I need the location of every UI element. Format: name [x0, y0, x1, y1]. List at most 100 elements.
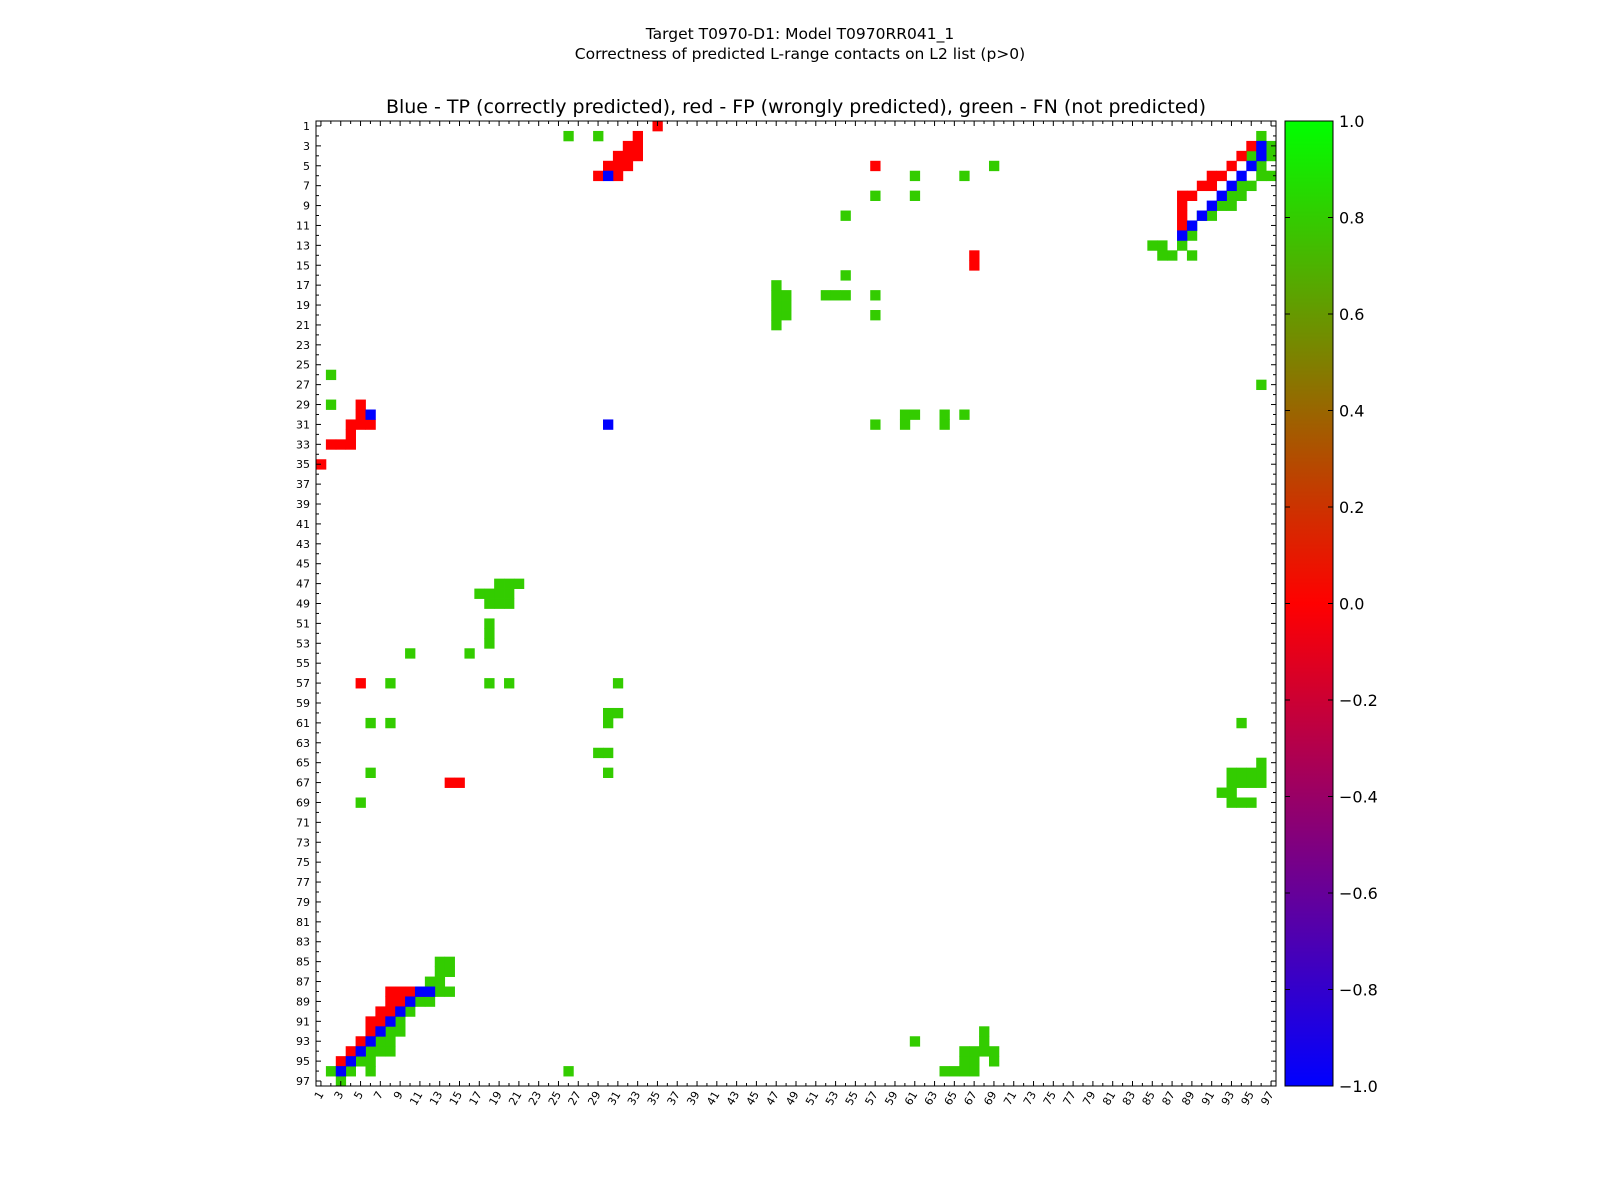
contact-cell-fn: [870, 310, 881, 321]
x-tick-label: 35: [645, 1089, 663, 1108]
x-tick-label: 69: [981, 1089, 999, 1108]
x-tick-label: 13: [427, 1089, 445, 1108]
contact-cell-fp: [355, 399, 366, 410]
y-tick-label: 31: [296, 418, 310, 431]
contact-cell-tp: [603, 419, 614, 430]
contact-cell-fn: [870, 419, 881, 430]
y-tick-label: 47: [296, 578, 310, 591]
y-tick-label: 87: [296, 976, 310, 989]
contact-cell-tp: [355, 1046, 366, 1057]
x-tick-label: 65: [942, 1089, 960, 1108]
y-tick-label: 55: [296, 657, 310, 670]
contact-cell-fn: [1256, 160, 1267, 172]
x-tick-label: 59: [882, 1089, 900, 1108]
contact-cell-fn: [959, 1046, 970, 1057]
contact-cell-fn: [1147, 240, 1158, 251]
contact-cell-fn: [939, 409, 950, 420]
contact-cell-fn: [870, 190, 881, 201]
contact-cell-fp: [395, 986, 406, 997]
contact-cell-fn: [909, 170, 921, 182]
x-tick-label: 63: [922, 1089, 940, 1108]
contact-cell-fn: [909, 1036, 921, 1047]
colorbar-tick-label: 1.0: [1339, 112, 1364, 131]
y-tick-label: 21: [296, 319, 310, 332]
y-tick-label: 29: [296, 399, 310, 412]
x-tick-label: 11: [407, 1089, 425, 1108]
contact-cell-fn: [603, 767, 614, 778]
contact-cell-fn: [395, 1016, 406, 1027]
contact-cell-fn: [959, 1066, 970, 1077]
y-tick-label: 53: [296, 637, 310, 650]
x-tick-label: 83: [1120, 1089, 1138, 1108]
y-tick-label: 61: [296, 717, 310, 730]
contact-cell-fn: [444, 956, 455, 968]
contact-cell-fn: [434, 976, 446, 987]
x-tick-label: 67: [961, 1089, 979, 1108]
y-tick-label: 69: [296, 796, 310, 809]
contact-cell-fp: [632, 150, 643, 162]
contact-cell-fp: [870, 160, 881, 172]
contact-cell-fn: [444, 966, 455, 977]
y-tick-label: 75: [296, 856, 310, 869]
contact-cell-tp: [1196, 210, 1208, 221]
x-tick-label: 71: [1001, 1089, 1019, 1108]
contact-cell-fn: [1226, 190, 1237, 201]
contact-cell-fp: [1177, 210, 1188, 221]
contact-cell-fn: [969, 1056, 980, 1067]
x-tick-label: 55: [843, 1089, 861, 1108]
contact-cell-fp: [385, 986, 396, 997]
x-tick-label: 7: [371, 1089, 386, 1102]
contact-cell-fp: [1177, 200, 1188, 211]
colorbar-tick-label: 0.6: [1339, 305, 1364, 324]
contact-cell-fn: [1177, 240, 1188, 251]
y-tick-label: 81: [296, 916, 310, 929]
contact-cell-tp: [1256, 140, 1267, 152]
x-tick-label: 97: [1258, 1089, 1276, 1108]
x-tick-label: 75: [1041, 1089, 1059, 1108]
colorbar-tick-label: −0.6: [1339, 884, 1378, 903]
y-tick-label: 85: [296, 956, 310, 969]
figure-title-line2: Correctness of predicted L-range contact…: [575, 45, 1025, 63]
contact-cell-fn: [434, 966, 446, 977]
contact-cell-fp: [405, 986, 416, 997]
contact-cell-fp: [632, 140, 643, 152]
contact-cell-fn: [771, 290, 782, 301]
contact-cell-fp: [345, 439, 356, 450]
contact-cell-fn: [979, 1026, 990, 1037]
contact-cell-fn: [1226, 200, 1237, 211]
contact-cell-fn: [1236, 777, 1247, 788]
contact-cell-fp: [612, 160, 624, 172]
contact-cell-fp: [969, 260, 980, 271]
contact-cell-tp: [414, 986, 426, 997]
x-tick-label: 47: [764, 1089, 782, 1108]
contact-cell-fp: [622, 160, 634, 172]
contact-cell-fn: [969, 1046, 980, 1057]
contact-cell-fn: [1157, 240, 1168, 251]
contact-cell-fn: [484, 678, 495, 689]
contact-cell-fp: [375, 1016, 386, 1027]
contact-cell-fp: [1226, 160, 1237, 172]
x-tick-label: 23: [526, 1089, 544, 1108]
contact-cell-tp: [1177, 230, 1188, 241]
y-tick-label: 41: [296, 518, 310, 531]
contact-cell-fp: [375, 1006, 386, 1017]
contact-cell-fn: [909, 409, 921, 420]
contact-cell-fn: [365, 1066, 376, 1077]
contact-cell-tp: [1186, 220, 1198, 231]
colorbar-tick-label: 0.4: [1339, 402, 1364, 421]
x-tick-label: 29: [585, 1089, 603, 1108]
contact-cell-fn: [504, 588, 515, 599]
contact-cell-tp: [365, 409, 376, 420]
y-tick-label: 25: [296, 359, 310, 372]
contact-cell-fp: [622, 140, 634, 152]
contact-cell-fn: [939, 419, 950, 430]
x-tick-label: 5: [351, 1089, 366, 1102]
contact-cell-fn: [355, 1056, 366, 1067]
contact-cell-fn: [979, 1036, 990, 1047]
contact-cell-fn: [840, 290, 851, 301]
contact-cell-fn: [494, 588, 505, 599]
contact-cell-fn: [949, 1066, 960, 1077]
contact-cell-fn: [385, 678, 396, 689]
y-tick-label: 77: [296, 876, 310, 889]
contact-cell-fn: [504, 598, 515, 609]
